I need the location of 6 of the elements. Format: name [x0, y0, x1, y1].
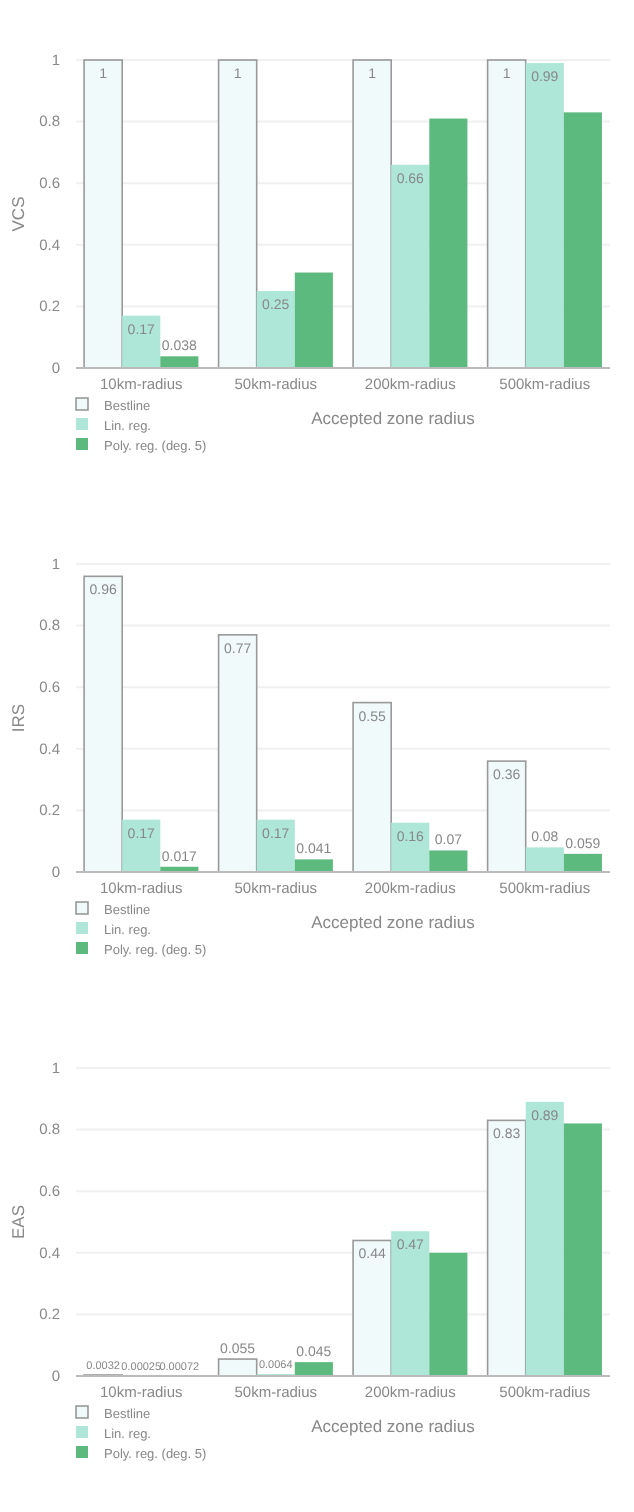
y-axis-title: EAS	[8, 1204, 28, 1240]
x-axis-title: Accepted zone radius	[311, 912, 475, 932]
y-axis-title: VCS	[8, 195, 28, 232]
y-axis-title: IRS	[8, 703, 28, 733]
x-axis-title: Accepted zone radius	[311, 1416, 475, 1436]
x-axis-title: Accepted zone radius	[311, 408, 475, 428]
